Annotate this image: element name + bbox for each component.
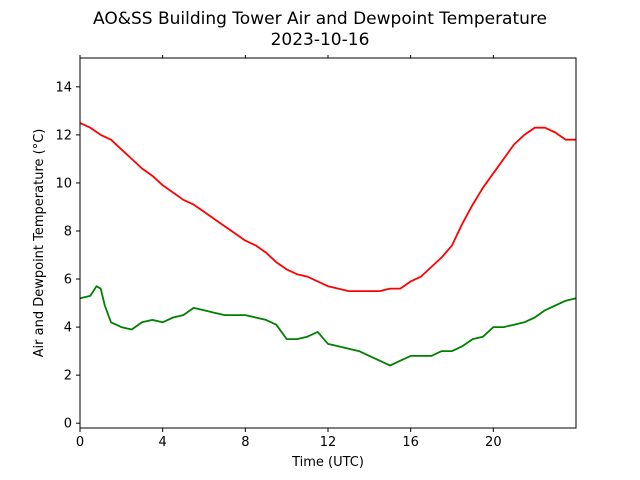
series-layer: [79, 122, 577, 367]
y-tick-label: 0: [64, 417, 72, 432]
y-tick-label: 8: [64, 224, 72, 239]
y-tick-label: 4: [64, 321, 72, 336]
x-axis: 0 4 8 12 16 20: [76, 55, 502, 450]
x-tick-label: 0: [76, 435, 84, 450]
y-tick-label: 12: [55, 128, 72, 143]
chart-subtitle: 2023-10-16: [271, 30, 370, 50]
x-tick-label: 20: [485, 435, 502, 450]
plot-area: [80, 58, 576, 428]
x-tick-label: 16: [402, 435, 419, 450]
x-tick-label: 8: [241, 435, 249, 450]
plot-frame: [79, 57, 577, 429]
y-tick-label: 6: [64, 273, 72, 288]
chart-title: AO&SS Building Tower Air and Dewpoint Te…: [93, 9, 547, 29]
y-tick-label: 10: [55, 176, 72, 191]
x-axis-label: Time (UTC): [291, 455, 364, 470]
y-tick-label: 2: [64, 369, 72, 384]
series-line-1: [79, 285, 577, 367]
x-tick-label: 4: [159, 435, 167, 450]
series-line-0: [79, 122, 576, 292]
x-tick-label: 12: [320, 435, 337, 450]
y-axis-label: Air and Dewpoint Temperature (°C): [32, 129, 47, 358]
y-axis: 0 2 4 6 8 10 12 14: [55, 80, 80, 432]
y-tick-label: 14: [55, 80, 72, 95]
